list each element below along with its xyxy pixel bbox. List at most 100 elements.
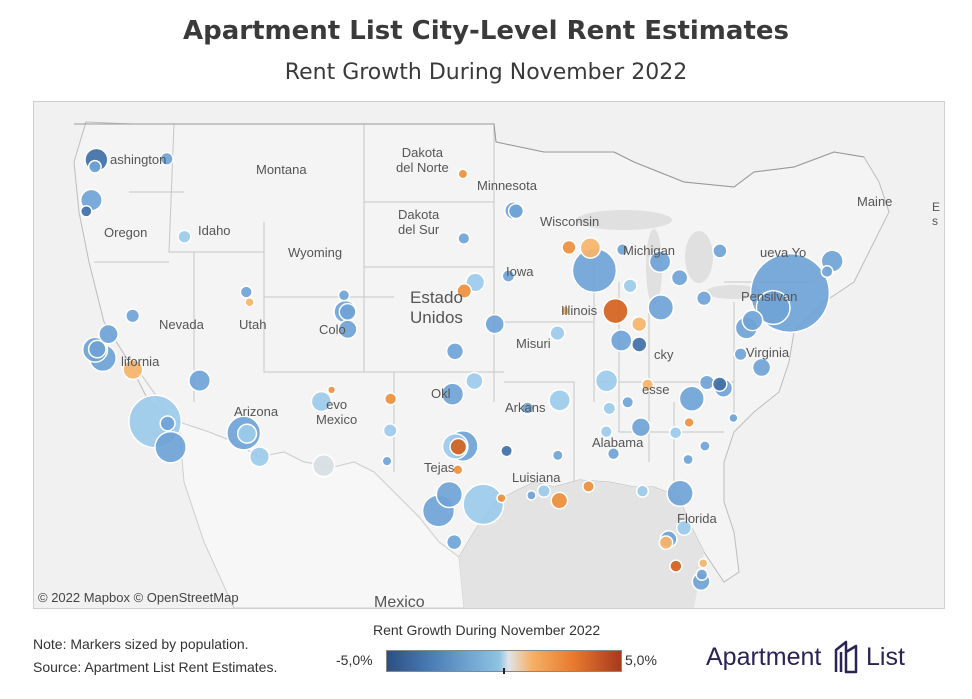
city-marker[interactable]: San Diego bbox=[154, 430, 187, 464]
city-marker[interactable]: Fort Wayne bbox=[622, 278, 638, 294]
city-marker[interactable]: Nashville bbox=[594, 369, 619, 393]
city-marker[interactable]: Tacoma bbox=[87, 159, 102, 174]
city-marker[interactable]: El Paso bbox=[312, 454, 336, 478]
city-marker[interactable]: Jacksonville bbox=[666, 479, 694, 508]
city-marker[interactable]: Houston bbox=[462, 483, 505, 526]
city-marker[interactable]: Atlanta bbox=[630, 417, 652, 438]
city-marker[interactable]: Wilmington bbox=[728, 412, 739, 424]
city-marker[interactable]: Knoxville bbox=[641, 378, 655, 392]
city-marker[interactable]: Cleveland bbox=[670, 268, 689, 287]
city-marker[interactable]: Detroit bbox=[648, 250, 672, 274]
city-marker[interactable]: Shreveport bbox=[500, 444, 514, 458]
city-marker[interactable]: Salt Lake City bbox=[239, 285, 253, 299]
city-marker[interactable]: Provo bbox=[244, 296, 255, 308]
city-marker[interactable]: Milwaukee bbox=[579, 237, 602, 259]
city-marker[interactable]: Cape Coral bbox=[669, 559, 683, 573]
city-marker[interactable]: Fort Lauderdale bbox=[695, 568, 709, 582]
city-marker[interactable]: Springfield IL bbox=[560, 305, 571, 317]
label-florida: Florida bbox=[677, 511, 717, 526]
city-marker[interactable]: Wichita bbox=[445, 342, 465, 361]
city-marker[interactable]: Indianapolis bbox=[602, 297, 629, 325]
city-marker[interactable]: Fresno bbox=[122, 359, 144, 381]
city-marker[interactable]: Kansas City bbox=[484, 313, 505, 335]
city-marker[interactable]: Tulsa bbox=[465, 371, 484, 391]
city-marker[interactable]: Lafayette bbox=[526, 490, 537, 501]
city-marker[interactable]: Jackson bbox=[551, 449, 564, 462]
city-marker[interactable]: Grand Rapids bbox=[615, 242, 630, 257]
city-marker[interactable]: Fort Collins bbox=[337, 289, 351, 302]
label-misuri: Misuri bbox=[516, 336, 551, 351]
city-marker[interactable]: Lincoln bbox=[456, 283, 473, 299]
city-marker[interactable]: Richmond bbox=[733, 347, 748, 362]
city-marker[interactable]: Beaumont bbox=[496, 492, 507, 504]
city-marker[interactable]: Lubbock bbox=[382, 423, 398, 439]
city-marker[interactable]: Aurora bbox=[338, 302, 357, 321]
city-marker[interactable]: Chattanooga bbox=[621, 395, 635, 409]
city-marker[interactable]: Mobile bbox=[582, 479, 595, 493]
city-marker[interactable]: St. Petersburg bbox=[658, 535, 674, 551]
city-marker[interactable]: Spokane bbox=[159, 151, 174, 166]
city-marker[interactable]: Buffalo bbox=[712, 243, 728, 259]
city-marker[interactable]: Louisville bbox=[609, 329, 633, 352]
city-marker[interactable]: Midland bbox=[381, 455, 393, 467]
city-marker[interactable]: Charlotte bbox=[678, 385, 705, 412]
label-dakota-norte-1: Dakota bbox=[401, 145, 443, 160]
city-marker[interactable]: Tallahassee bbox=[635, 484, 650, 498]
city-marker[interactable]: Des Moines bbox=[501, 269, 516, 283]
city-marker[interactable]: Savannah bbox=[682, 453, 694, 466]
city-marker[interactable]: Albuquerque bbox=[310, 390, 333, 413]
city-marker[interactable]: Pittsburgh bbox=[695, 290, 713, 307]
city-marker[interactable]: Cincinnati bbox=[631, 315, 648, 333]
city-marker[interactable]: New Orleans bbox=[550, 491, 569, 510]
label-oklahoma: Okl bbox=[431, 386, 451, 401]
city-marker[interactable]: Baltimore bbox=[741, 309, 764, 332]
map-panel[interactable]: New YorkLos AngelesChicagoHoustonPhoenix… bbox=[33, 101, 945, 609]
city-marker[interactable]: Saint Paul bbox=[507, 202, 525, 220]
city-marker[interactable]: Amarillo bbox=[383, 392, 398, 406]
city-marker[interactable]: Columbus bbox=[647, 294, 675, 321]
city-marker[interactable]: Waco bbox=[452, 464, 464, 476]
city-marker[interactable]: St. Louis bbox=[549, 325, 566, 342]
city-marker[interactable]: Salem bbox=[79, 204, 93, 218]
city-marker[interactable]: Columbia SC bbox=[683, 416, 695, 429]
label-arizona: Arizona bbox=[234, 404, 279, 419]
city-marker[interactable]: Oakland bbox=[87, 339, 107, 359]
city-marker[interactable]: Santa Fe bbox=[326, 385, 337, 395]
legend-max-label: 5,0% bbox=[625, 652, 657, 668]
city-marker[interactable]: Mesa bbox=[236, 423, 258, 444]
city-marker[interactable]: Huntsville bbox=[602, 401, 617, 416]
city-marker[interactable]: Baton Rouge bbox=[536, 483, 551, 499]
city-marker[interactable]: Providence bbox=[820, 265, 834, 279]
city-marker[interactable]: Virginia Beach bbox=[751, 357, 772, 378]
city-marker[interactable]: Little Rock bbox=[520, 401, 535, 415]
city-marker[interactable]: West Palm Beach bbox=[697, 557, 709, 569]
city-marker[interactable]: Riverside bbox=[159, 415, 176, 432]
city-marker[interactable]: Oklahoma City bbox=[440, 382, 465, 406]
city-marker[interactable]: Madison bbox=[561, 239, 577, 256]
city-marker[interactable]: Fargo bbox=[457, 168, 469, 180]
city-marker[interactable]: Sacramento bbox=[98, 323, 119, 345]
city-marker[interactable]: Memphis bbox=[548, 388, 572, 412]
city-marker[interactable]: Philadelphia bbox=[755, 290, 791, 326]
city-marker[interactable]: Birmingham bbox=[599, 425, 613, 439]
city-marker[interactable]: Tucson bbox=[248, 446, 271, 468]
city-marker[interactable]: Charleston bbox=[699, 440, 711, 452]
city-marker[interactable]: Durham bbox=[711, 376, 728, 392]
city-marker[interactable]: Corpus Christi bbox=[445, 533, 463, 551]
city-marker[interactable]: Augusta bbox=[668, 425, 683, 440]
city-marker[interactable]: Las Vegas bbox=[188, 369, 212, 393]
gulf-of-mexico bbox=[459, 480, 704, 608]
logo-word-apartment: Apartment bbox=[706, 643, 822, 671]
us-map[interactable]: New YorkLos AngelesChicagoHoustonPhoenix… bbox=[34, 102, 944, 608]
city-marker[interactable]: Montgomery bbox=[606, 447, 621, 461]
city-marker[interactable]: Sioux Falls bbox=[457, 231, 471, 245]
city-markers[interactable]: New YorkLos AngelesChicagoHoustonPhoenix… bbox=[79, 147, 844, 592]
city-marker[interactable]: Lexington bbox=[631, 336, 648, 353]
city-marker[interactable]: Arlington TX bbox=[449, 437, 468, 456]
city-marker[interactable]: Austin bbox=[435, 480, 464, 509]
city-marker[interactable]: Reno bbox=[125, 308, 141, 324]
city-marker[interactable]: Boise bbox=[177, 229, 192, 244]
map-attribution[interactable]: © 2022 Mapbox © OpenStreetMap bbox=[38, 590, 239, 605]
city-marker[interactable]: Greensboro bbox=[698, 374, 715, 391]
city-marker[interactable]: Orlando bbox=[675, 519, 693, 537]
